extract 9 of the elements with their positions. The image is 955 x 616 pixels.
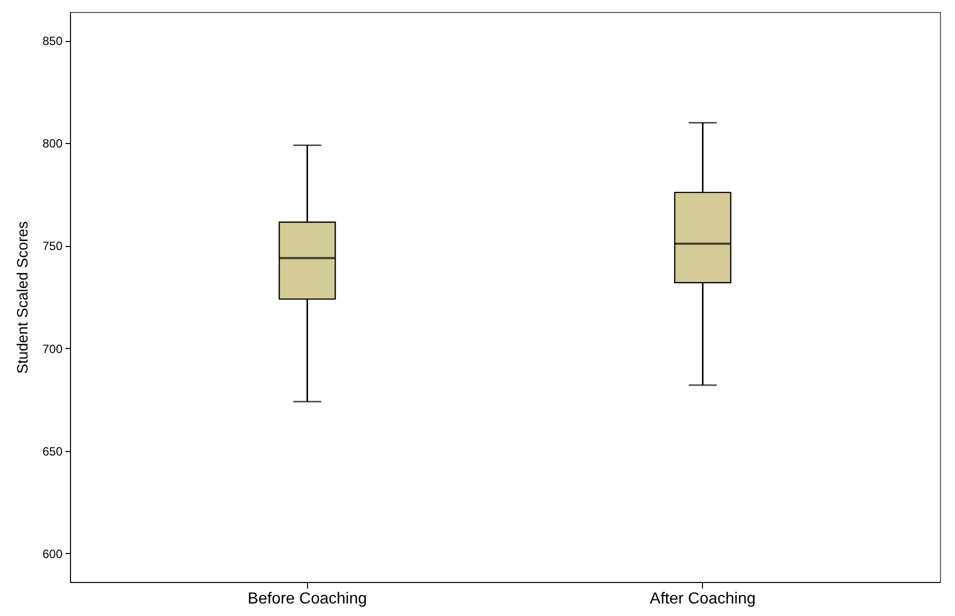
y-tick-label: 650 <box>42 444 63 458</box>
x-tick-label: After Coaching <box>650 590 756 608</box>
x-tick-label: Before Coaching <box>248 590 367 608</box>
y-tick-label: 600 <box>42 546 63 561</box>
y-tick-label: 850 <box>42 34 63 48</box>
y-tick-label: 700 <box>42 342 63 356</box>
y-axis-title: Student Scaled Scores <box>14 221 32 374</box>
y-tick-label: 750 <box>42 239 63 254</box>
y-tick-label: 800 <box>42 136 63 151</box>
